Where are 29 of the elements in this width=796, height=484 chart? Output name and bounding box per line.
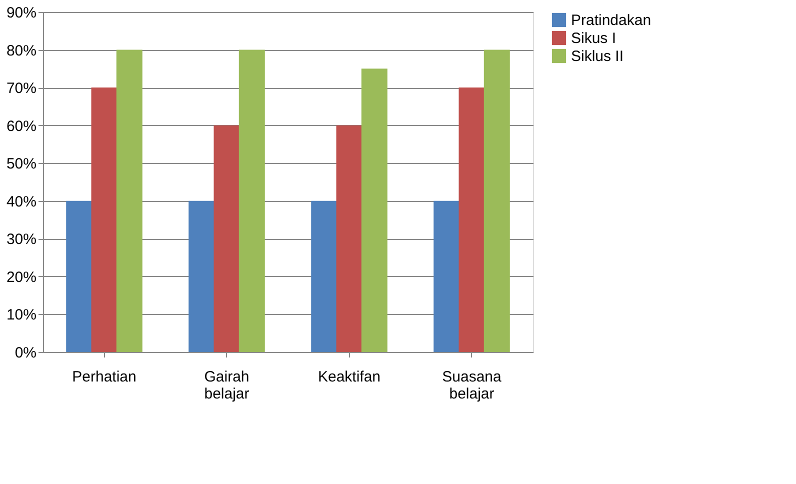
bar bbox=[188, 200, 215, 352]
bar bbox=[116, 50, 142, 352]
y-tick-label: 70% bbox=[6, 80, 36, 98]
bar bbox=[66, 200, 92, 352]
bar bbox=[91, 88, 118, 352]
legend-label: Sikus I bbox=[571, 30, 616, 47]
bar bbox=[434, 200, 460, 352]
y-tick-label: 50% bbox=[6, 156, 36, 173]
bar bbox=[361, 68, 388, 352]
bar bbox=[484, 50, 510, 352]
bar bbox=[458, 88, 485, 352]
y-tick-label: 0% bbox=[14, 344, 36, 362]
y-tick-label: 10% bbox=[6, 306, 36, 324]
y-tick-label: 90% bbox=[6, 4, 36, 22]
bar bbox=[238, 50, 265, 352]
x-tick-label: Gairah belajar bbox=[204, 368, 250, 402]
x-tick-label: Perhatian bbox=[72, 368, 136, 386]
legend-label: Pratindakan bbox=[571, 12, 652, 29]
y-tick-label: 30% bbox=[6, 231, 36, 248]
legend-label: Siklus II bbox=[571, 48, 624, 65]
y-tick-label: 60% bbox=[6, 118, 36, 135]
bar bbox=[336, 125, 362, 352]
bar bbox=[214, 125, 240, 352]
y-tick-label: 40% bbox=[6, 193, 36, 210]
bar bbox=[311, 200, 338, 352]
x-tick-label: Suasana belajar bbox=[442, 368, 502, 402]
x-tick-label: Keaktifan bbox=[318, 368, 381, 386]
y-tick-label: 20% bbox=[6, 268, 36, 286]
y-tick-label: 80% bbox=[6, 42, 36, 60]
